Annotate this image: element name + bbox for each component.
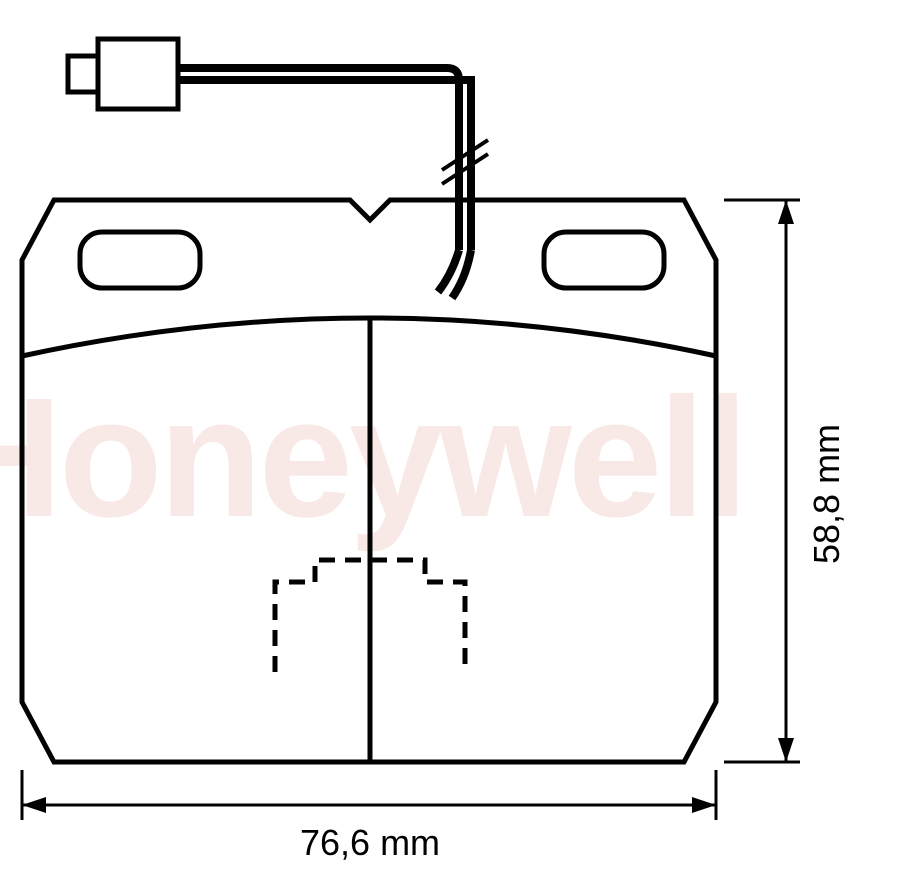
dimension-width bbox=[22, 770, 716, 820]
dimension-height bbox=[724, 200, 800, 762]
cable-break-slash-1 bbox=[442, 140, 488, 170]
dimension-width-label: 76,6 mm bbox=[300, 822, 440, 864]
mounting-slot-left bbox=[80, 232, 200, 288]
sensor-connector-body bbox=[98, 39, 178, 109]
mounting-slot-right bbox=[544, 232, 664, 288]
sensor-wire bbox=[178, 68, 473, 250]
dimension-height-label: 58,8 mm bbox=[806, 424, 848, 564]
diagram-svg bbox=[0, 0, 900, 886]
sensor-connector-tip bbox=[68, 56, 98, 92]
brake-pad-diagram: { "diagram": { "type": "technical-drawin… bbox=[0, 0, 900, 886]
cable-break-slash-2 bbox=[442, 154, 488, 184]
